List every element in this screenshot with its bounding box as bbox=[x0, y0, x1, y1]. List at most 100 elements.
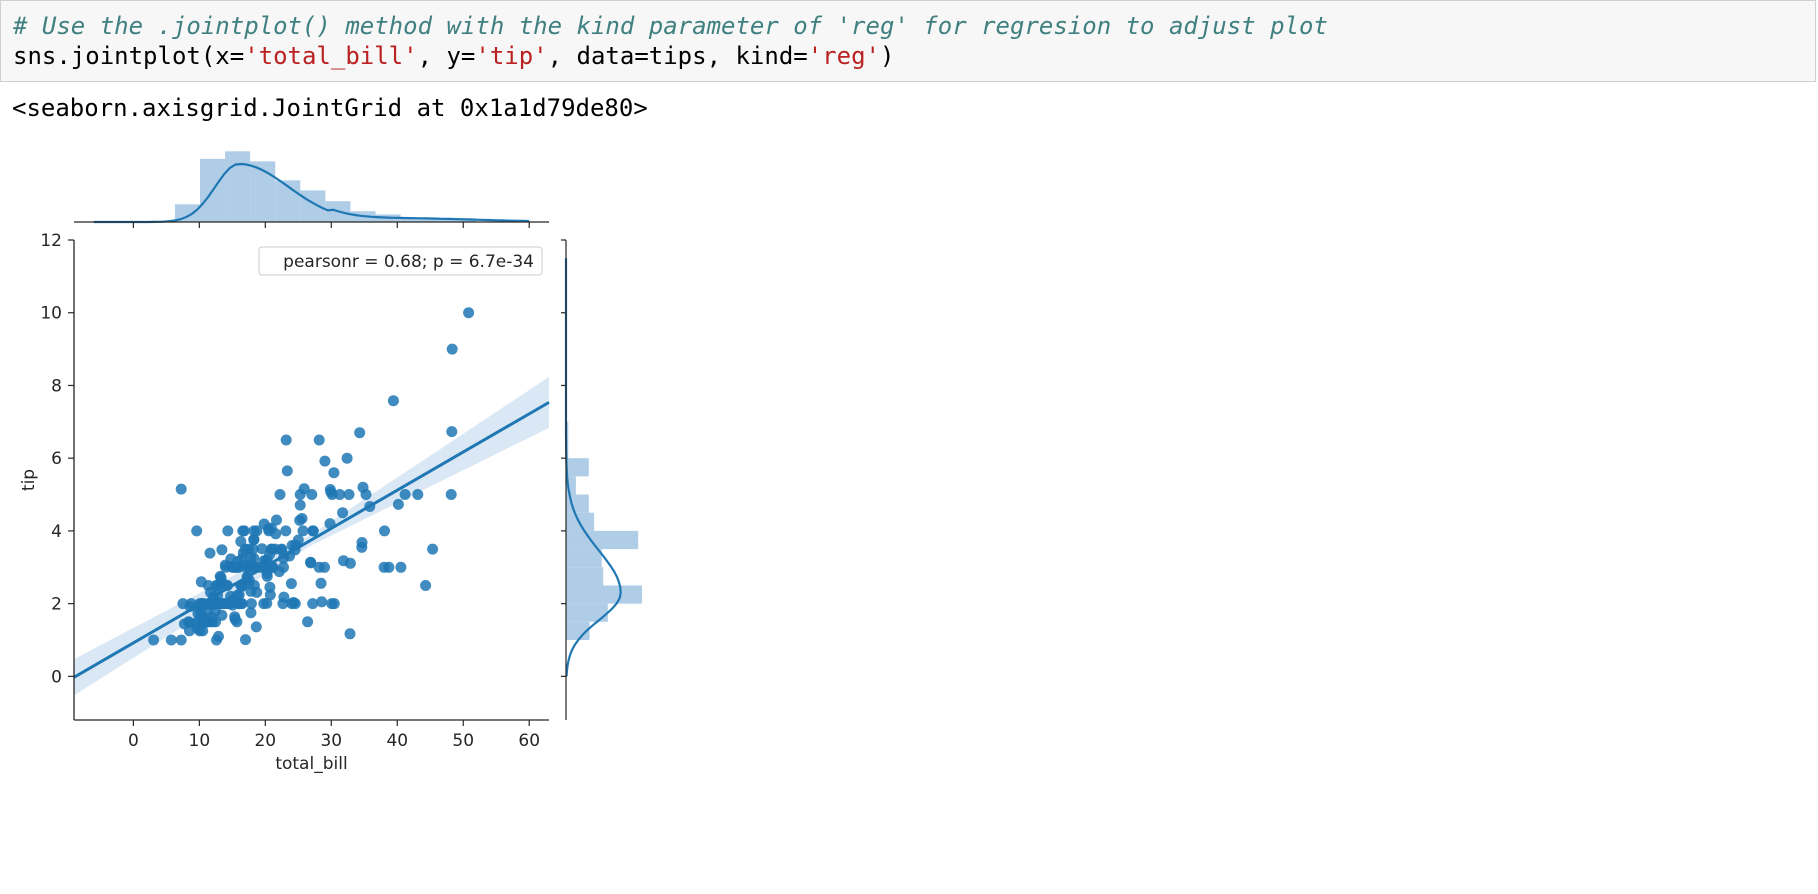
scatter-point bbox=[427, 543, 439, 555]
x-hist-bar bbox=[250, 161, 276, 222]
code-cell[interactable]: # Use the .jointplot() method with the k… bbox=[0, 0, 1816, 82]
scatter-point bbox=[204, 547, 216, 559]
code-string: 'tip' bbox=[475, 42, 548, 70]
scatter-point bbox=[446, 343, 458, 355]
y-hist-bar bbox=[566, 549, 602, 568]
scatter-point bbox=[446, 426, 458, 438]
legend-frame bbox=[258, 246, 543, 276]
scatter-axes: 0 10 20 30 40 50 60 0 2 4 6 8 10 12 bbox=[40, 231, 550, 751]
x-axis-label: total_bill bbox=[275, 754, 347, 774]
regression-line-path bbox=[73, 401, 550, 679]
scatter-point bbox=[278, 591, 290, 603]
x-tick-label: 20 bbox=[254, 731, 276, 751]
scatter-point bbox=[233, 589, 245, 601]
y-axis-label: tip bbox=[19, 469, 39, 491]
scatter-point bbox=[412, 489, 424, 500]
scatter-point bbox=[319, 561, 330, 573]
y-hist-bar bbox=[566, 585, 642, 604]
scatter-point bbox=[341, 452, 353, 464]
scatter-point bbox=[292, 534, 304, 546]
scatter-point bbox=[248, 534, 260, 546]
y-hist-bar bbox=[566, 603, 608, 622]
scatter-point bbox=[191, 525, 203, 537]
x-tick-label: 50 bbox=[452, 731, 474, 751]
y-hist-bar bbox=[566, 476, 576, 495]
code-token: , data=tips, kind= bbox=[547, 42, 808, 70]
scatter-point bbox=[270, 528, 282, 540]
code-token: ) bbox=[879, 42, 895, 70]
scatter-point bbox=[148, 634, 160, 646]
scatter-point bbox=[383, 561, 395, 573]
scatter-point bbox=[387, 395, 399, 407]
scatter-point bbox=[319, 455, 331, 467]
y-tick-label: 8 bbox=[51, 376, 62, 396]
scatter-point bbox=[334, 489, 346, 500]
scatter-point bbox=[315, 577, 327, 589]
scatter-point bbox=[296, 513, 308, 524]
scatter-point bbox=[261, 597, 273, 609]
pearson-annotation: pearsonr = 0.68; p = 6.7e-34 bbox=[283, 252, 534, 272]
scatter-point bbox=[316, 596, 328, 608]
output-repr: <seaborn.axisgrid.JointGrid at 0x1a1d79d… bbox=[12, 94, 648, 122]
x-tick-label: 30 bbox=[320, 731, 342, 751]
scatter-point bbox=[250, 621, 262, 633]
scatter-point bbox=[276, 543, 288, 555]
scatter-point bbox=[256, 543, 268, 555]
scatter-point bbox=[264, 589, 276, 601]
scatter-point bbox=[463, 307, 475, 319]
scatter-point bbox=[238, 525, 250, 537]
code-string: 'total_bill' bbox=[244, 42, 418, 70]
scatter-point bbox=[354, 427, 366, 439]
y-hist-bar bbox=[566, 567, 604, 586]
legend-box: pearsonr = 0.68; p = 6.7e-34 bbox=[258, 246, 543, 276]
scatter-point bbox=[395, 561, 407, 573]
scatter-point bbox=[297, 525, 309, 537]
scatter-point bbox=[360, 489, 372, 500]
scatter-point bbox=[307, 598, 319, 610]
axis-ticks: 0 10 20 30 40 50 60 0 2 4 6 8 10 12 bbox=[40, 231, 540, 751]
scatter-point bbox=[344, 628, 356, 640]
scatter-point bbox=[278, 561, 289, 573]
x-hist-bar bbox=[400, 218, 426, 222]
scatter-point bbox=[328, 467, 340, 479]
x-tick-label: 60 bbox=[518, 731, 540, 751]
scatter-point bbox=[216, 544, 228, 556]
scatter-point bbox=[343, 489, 355, 500]
marginal-y-hist bbox=[561, 239, 642, 720]
scatter-point bbox=[248, 552, 260, 564]
scatter-point bbox=[294, 499, 306, 511]
scatter-point bbox=[298, 483, 310, 495]
scatter-point bbox=[236, 598, 248, 610]
y-tick-label: 6 bbox=[51, 449, 62, 469]
scatter-point bbox=[420, 580, 432, 591]
scatter-point bbox=[261, 570, 273, 582]
scatter-point bbox=[281, 465, 293, 477]
y-hist-bar bbox=[566, 621, 590, 640]
scatter-point bbox=[307, 525, 319, 537]
scatter-point bbox=[251, 586, 263, 598]
marginal-x-hist bbox=[74, 151, 549, 228]
y-hist-bar bbox=[566, 494, 589, 513]
scatter-point bbox=[392, 498, 404, 510]
scatter-point bbox=[280, 525, 292, 537]
scatter-points bbox=[148, 307, 475, 646]
jointplot-figure: 0 10 20 30 40 50 60 0 2 4 6 8 10 12 pearsonr = 0.68; … bbox=[19, 151, 642, 774]
scatter-point bbox=[285, 578, 297, 590]
scatter-point bbox=[313, 434, 325, 446]
scatter-point bbox=[216, 609, 228, 621]
scatter-point bbox=[165, 634, 177, 646]
scatter-point bbox=[399, 489, 411, 500]
regression-line bbox=[73, 401, 550, 679]
scatter-point bbox=[247, 543, 259, 555]
y-hist-bar bbox=[566, 530, 639, 550]
code-comment: # Use the .jointplot() method with the k… bbox=[13, 12, 1328, 40]
scatter-point bbox=[305, 557, 317, 569]
scatter-point bbox=[379, 525, 390, 537]
code-string: 'reg' bbox=[807, 42, 880, 70]
scatter-point bbox=[337, 507, 349, 519]
y-tick-label: 0 bbox=[51, 667, 62, 687]
x-hist-bar bbox=[300, 190, 326, 222]
y-hist-bar bbox=[566, 458, 589, 477]
y-tick-label: 2 bbox=[51, 595, 62, 615]
scatter-point bbox=[306, 489, 318, 500]
